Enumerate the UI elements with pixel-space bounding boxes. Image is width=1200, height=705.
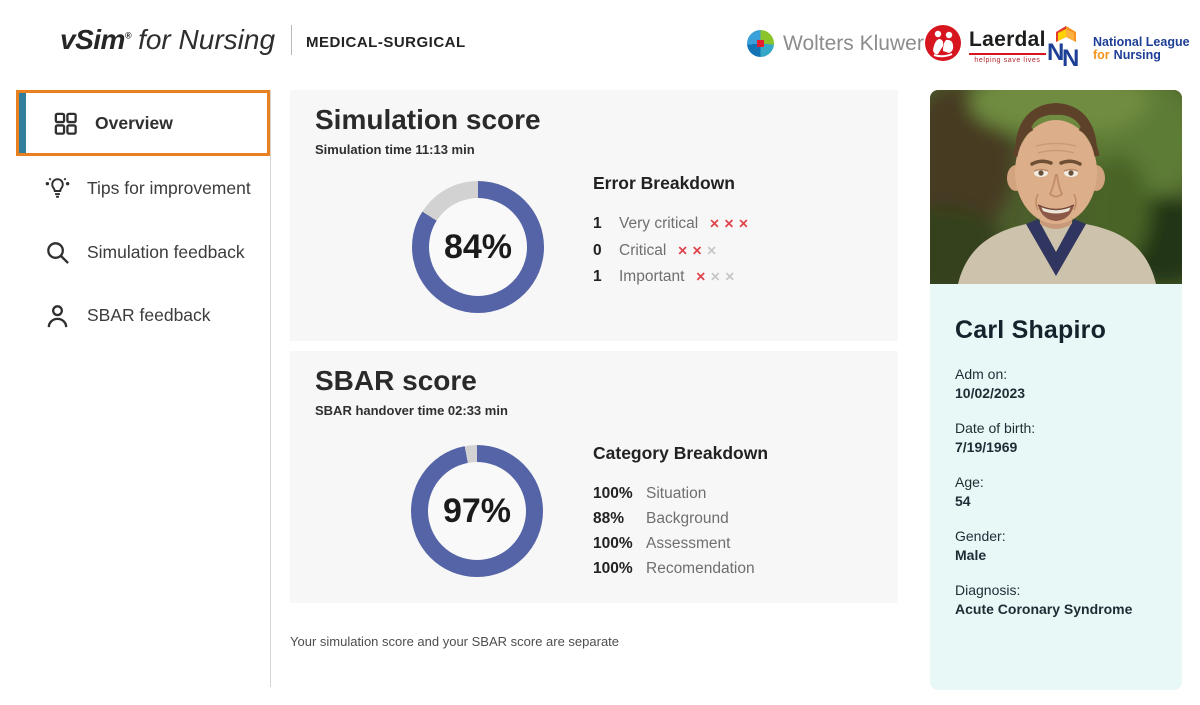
scores-separate-note: Your simulation score and your SBAR scor… bbox=[290, 634, 620, 649]
category-label: Recomendation bbox=[646, 559, 755, 577]
sidebar-item-label: Overview bbox=[95, 112, 173, 133]
severity-marks: ✕ ✕ ✕ bbox=[709, 217, 749, 232]
svg-text:N: N bbox=[1062, 45, 1079, 68]
error-row-very-critical: 1 Very critical ✕ ✕ ✕ bbox=[593, 211, 753, 238]
nln-icon: N N bbox=[1046, 24, 1086, 73]
search-icon bbox=[44, 239, 71, 266]
simulation-score-donut: 84% bbox=[412, 181, 544, 313]
error-breakdown: Error Breakdown 1 Very critical ✕ ✕ ✕ 0 Cr… bbox=[593, 173, 753, 291]
error-count: 1 bbox=[593, 215, 602, 233]
category-label: Situation bbox=[646, 484, 707, 502]
field-value: Acute Coronary Syndrome bbox=[955, 601, 1133, 617]
field-value: 7/19/1969 bbox=[955, 439, 1018, 455]
error-label: Important bbox=[619, 268, 685, 286]
brand-vsim-text: vSim® bbox=[60, 24, 132, 55]
field-label: Adm on: bbox=[955, 366, 1008, 382]
sbar-handover-time: SBAR handover time 02:33 min bbox=[315, 403, 508, 418]
error-count: 1 bbox=[593, 268, 602, 286]
sidebar-item-tips[interactable]: Tips for improvement bbox=[16, 160, 270, 216]
sidebar-item-overview[interactable]: Overview bbox=[16, 90, 270, 156]
sbar-score-donut: 97% bbox=[411, 445, 543, 577]
field-label: Gender: bbox=[955, 528, 1006, 544]
brand-divider bbox=[291, 25, 293, 55]
simulation-score-title: Simulation score bbox=[315, 104, 541, 135]
sidebar-item-label: Tips for improvement bbox=[87, 177, 251, 198]
grid-icon bbox=[52, 110, 79, 137]
error-row-important: 1 Important ✕ ✕ ✕ bbox=[593, 264, 753, 291]
category-value: 100% bbox=[593, 534, 633, 552]
laerdal-label: Laerdal bbox=[969, 27, 1046, 51]
severity-marks: ✕ ✕ ✕ bbox=[695, 270, 735, 285]
patient-info-panel: Carl Shapiro Adm on: 10/02/2023 Date of … bbox=[930, 284, 1182, 690]
sbar-score-card: SBAR score SBAR handover time 02:33 min … bbox=[290, 351, 898, 603]
wolters-kluwer-label: Wolters Kluwer bbox=[783, 31, 924, 55]
category-breakdown: Category Breakdown 100% Situation 88% Ba… bbox=[593, 443, 768, 581]
category-value: 88% bbox=[593, 509, 625, 527]
sbar-score-value: 97% bbox=[442, 491, 512, 530]
category-label: Background bbox=[646, 509, 729, 527]
error-label: Very critical bbox=[619, 215, 699, 233]
lightbulb-icon bbox=[44, 175, 71, 202]
field-label: Age: bbox=[955, 474, 984, 490]
sidebar-item-sbar-feedback[interactable]: SBAR feedback bbox=[16, 287, 270, 343]
wolters-kluwer-icon bbox=[747, 30, 774, 57]
error-row-critical: 0 Critical ✕ ✕ ✕ bbox=[593, 238, 753, 265]
patient-field-dob: Date of birth: 7/19/1969 bbox=[955, 419, 1157, 457]
svg-text:N: N bbox=[1047, 39, 1064, 66]
field-value: Male bbox=[955, 547, 987, 563]
patient-field-admitted: Adm on: 10/02/2023 bbox=[955, 365, 1157, 403]
patient-name: Carl Shapiro bbox=[955, 316, 1107, 344]
sidebar-item-label: SBAR feedback bbox=[87, 304, 211, 325]
patient-field-age: Age: 54 bbox=[955, 473, 1157, 511]
nln-label-nursing: Nursing bbox=[1113, 47, 1161, 62]
brand-division-text: MEDICAL-SURGICAL bbox=[306, 34, 466, 51]
sidebar-item-simulation-feedback[interactable]: Simulation feedback bbox=[16, 224, 270, 280]
patient-field-diagnosis: Diagnosis: Acute Coronary Syndrome bbox=[955, 581, 1157, 619]
simulation-time: Simulation time 11:13 min bbox=[315, 142, 475, 157]
patient-photo bbox=[930, 90, 1182, 284]
brand-for-nursing-text: for Nursing bbox=[138, 24, 276, 55]
nln-label-for: for bbox=[1093, 47, 1110, 62]
category-value: 100% bbox=[593, 484, 633, 502]
sidebar-divider bbox=[270, 90, 271, 687]
vsim-logo: vSim® for Nursing MEDICAL-SURGICAL bbox=[60, 24, 466, 56]
simulation-score-card: Simulation score Simulation time 11:13 m… bbox=[290, 90, 898, 341]
patient-field-gender: Gender: Male bbox=[955, 527, 1157, 565]
error-count: 0 bbox=[593, 241, 602, 259]
category-row-recommendation: 100% Recomendation bbox=[593, 556, 768, 581]
field-label: Diagnosis: bbox=[955, 582, 1021, 598]
registered-mark: ® bbox=[124, 30, 132, 41]
category-label: Assessment bbox=[646, 534, 731, 552]
sbar-score-title: SBAR score bbox=[315, 365, 477, 396]
category-row-background: 88% Background bbox=[593, 506, 768, 531]
nln-logo: N N National League for Nursing bbox=[1046, 24, 1190, 73]
sidebar-item-label: Simulation feedback bbox=[87, 241, 245, 262]
error-label: Critical bbox=[619, 241, 667, 259]
field-value: 10/02/2023 bbox=[955, 385, 1026, 401]
category-value: 100% bbox=[593, 559, 633, 577]
severity-marks: ✕ ✕ ✕ bbox=[677, 243, 717, 258]
category-breakdown-title: Category Breakdown bbox=[593, 443, 769, 463]
category-row-assessment: 100% Assessment bbox=[593, 531, 768, 556]
laerdal-rule bbox=[969, 52, 1046, 55]
nln-label-line1: National League bbox=[1093, 34, 1190, 49]
laerdal-logo: Laerdal helping save lives bbox=[924, 24, 1046, 67]
category-row-situation: 100% Situation bbox=[593, 481, 768, 506]
wolters-kluwer-logo: Wolters Kluwer bbox=[747, 30, 924, 57]
field-label: Date of birth: bbox=[955, 420, 1036, 436]
selected-indicator-bar bbox=[19, 93, 26, 153]
laerdal-tagline: helping save lives bbox=[974, 56, 1041, 64]
laerdal-icon bbox=[924, 24, 962, 67]
error-breakdown-title: Error Breakdown bbox=[593, 173, 735, 193]
person-icon bbox=[44, 302, 71, 329]
field-value: 54 bbox=[955, 493, 971, 509]
simulation-score-value: 84% bbox=[443, 227, 513, 266]
